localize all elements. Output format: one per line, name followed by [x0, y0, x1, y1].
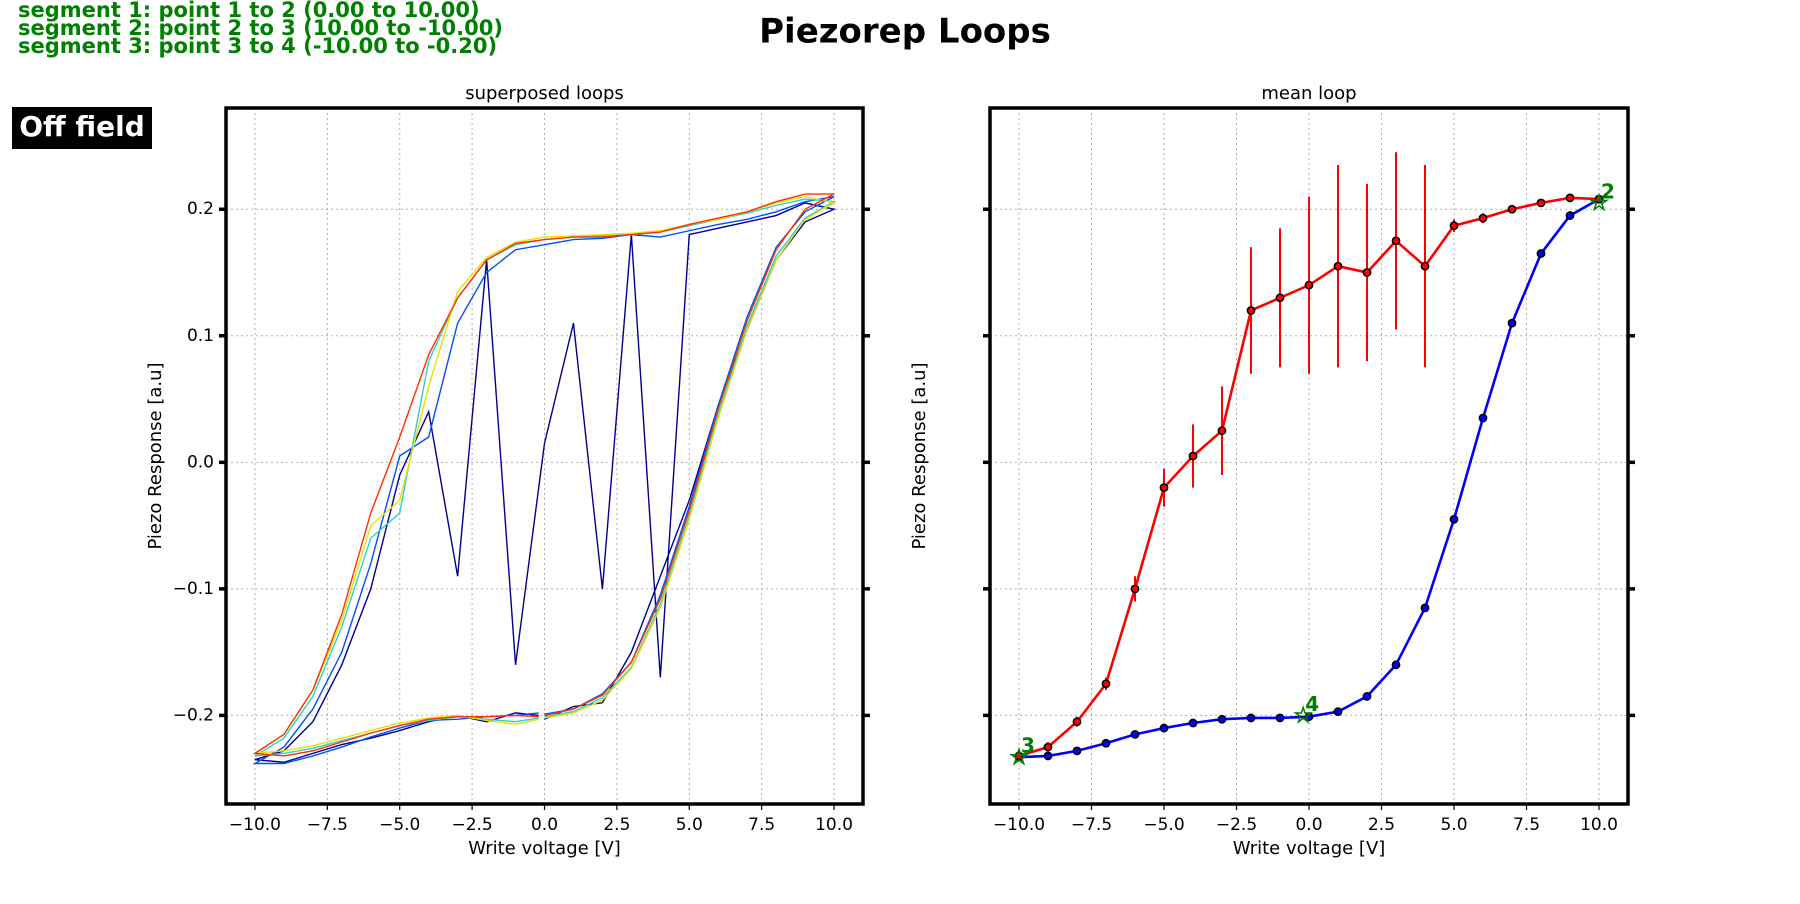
y-tick-label: 0.1 — [187, 326, 214, 346]
point — [1101, 738, 1111, 748]
point — [1391, 660, 1401, 670]
point — [1072, 746, 1082, 756]
page-title: Piezorep Loops — [759, 12, 1051, 52]
y-tick-label: 0.2 — [187, 199, 214, 219]
point — [1333, 707, 1343, 717]
point — [1188, 718, 1198, 728]
point — [1333, 261, 1343, 271]
x-tick-label: 0.0 — [531, 815, 558, 835]
y-axis-label: Piezo Response [a.u] — [909, 362, 930, 549]
axes-frame — [224, 106, 865, 806]
point-marker — [1293, 704, 1314, 724]
point — [1246, 306, 1256, 315]
x-tick-label: 10.0 — [815, 815, 853, 835]
x-tick-label: −10.0 — [993, 815, 1045, 835]
x-tick-label: −7.5 — [1071, 815, 1112, 835]
axes-title: mean loop — [1261, 83, 1356, 104]
annotation: segment 3: point 3 to 4 (-10.00 to -0.20… — [18, 34, 497, 58]
point — [1420, 603, 1430, 613]
y-tick-label: −0.2 — [173, 705, 214, 725]
x-tick-label: 7.5 — [748, 815, 775, 835]
point-marker — [1589, 192, 1609, 212]
point — [1101, 679, 1111, 689]
y-tick-label: 0.0 — [187, 452, 214, 472]
x-axis-label: Write voltage [V] — [1233, 838, 1386, 859]
x-tick-label: 5.0 — [676, 815, 703, 835]
point — [1043, 742, 1053, 752]
point — [1507, 204, 1517, 214]
point — [1217, 714, 1227, 724]
field-label: Off field — [19, 110, 145, 143]
x-tick-label: 10.0 — [1580, 815, 1618, 835]
point — [1072, 717, 1082, 727]
loop-line — [254, 195, 836, 755]
point — [1043, 751, 1053, 761]
point — [1536, 249, 1546, 258]
point — [1188, 451, 1198, 461]
plot-area — [252, 193, 837, 765]
point — [1420, 261, 1430, 271]
point — [1130, 584, 1140, 594]
point — [1391, 236, 1401, 246]
x-tick-label: −5.0 — [1143, 815, 1184, 835]
x-tick-label: −2.5 — [1216, 815, 1257, 835]
point — [1275, 293, 1285, 303]
x-tick-label: 5.0 — [1440, 815, 1467, 835]
x-tick-label: 2.5 — [603, 815, 630, 835]
annotation: segment 1: point 1 to 2 (0.00 to 10.00) — [18, 0, 480, 22]
point-label: 3 — [1021, 734, 1035, 758]
x-tick-label: 0.0 — [1295, 815, 1322, 835]
annotation: segment 2: point 2 to 3 (10.00 to -10.00… — [18, 16, 503, 40]
point — [1536, 198, 1546, 208]
x-tick-label: −7.5 — [307, 815, 348, 835]
x-tick-label: −2.5 — [451, 815, 492, 835]
point — [1478, 413, 1488, 423]
point-marker — [1009, 746, 1029, 766]
x-tick-label: 2.5 — [1368, 815, 1395, 835]
point — [1449, 221, 1459, 231]
x-tick-label: 7.5 — [1513, 815, 1540, 835]
point — [1275, 713, 1285, 723]
point — [1565, 211, 1575, 220]
x-tick-label: −10.0 — [229, 815, 281, 835]
axes-title: superposed loops — [465, 83, 624, 104]
point — [1246, 713, 1256, 723]
point — [1565, 193, 1575, 203]
y-tick-label: −0.1 — [173, 579, 214, 599]
axes-frame — [988, 106, 1630, 806]
y-axis-label: Piezo Response [a.u] — [145, 362, 166, 549]
loop-line — [252, 195, 835, 765]
x-axis-label: Write voltage [V] — [468, 838, 621, 859]
point-label: 4 — [1305, 692, 1319, 716]
point — [1304, 280, 1314, 290]
loop-line — [252, 193, 835, 757]
point — [1159, 483, 1169, 493]
x-tick-label: −5.0 — [379, 815, 420, 835]
point-label: 2 — [1601, 179, 1615, 203]
point — [1130, 730, 1140, 739]
point — [1507, 318, 1517, 328]
point — [1362, 268, 1372, 277]
field-label-box — [12, 107, 152, 149]
point — [1217, 426, 1227, 436]
plot-area — [1014, 152, 1604, 762]
point — [1478, 213, 1488, 223]
point — [1362, 692, 1372, 701]
point — [1159, 723, 1169, 733]
point — [1449, 514, 1459, 524]
